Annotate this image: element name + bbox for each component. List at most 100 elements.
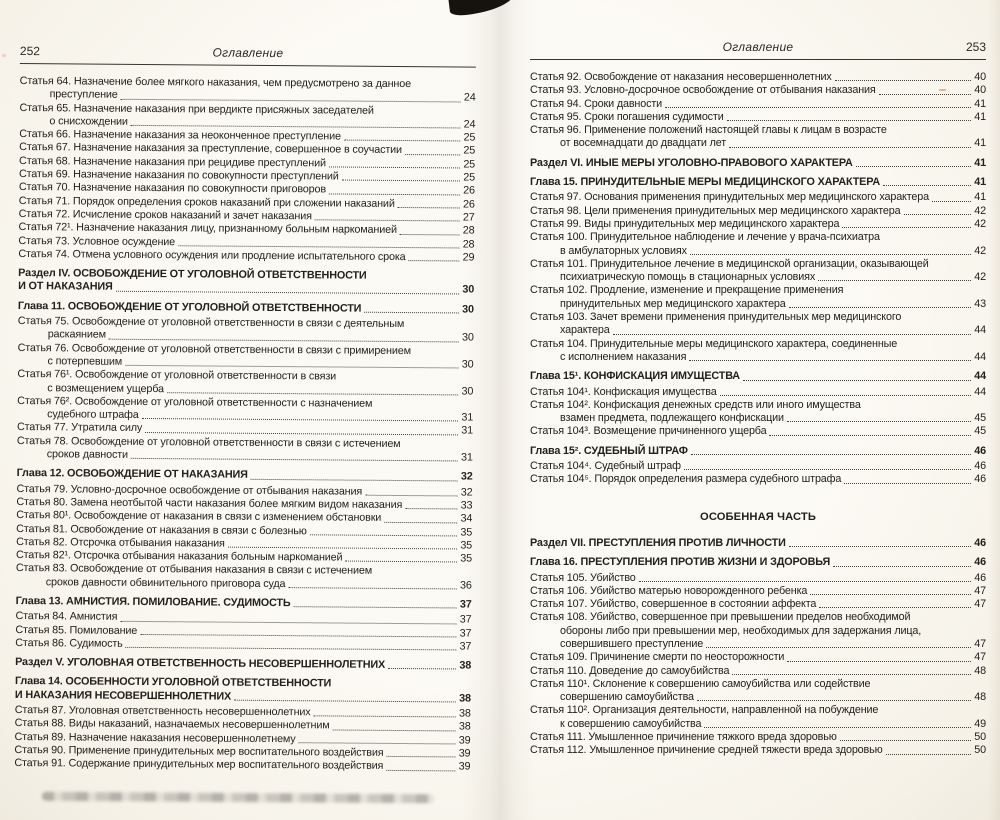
toc-line-text: взамен предмета, подлежащего конфискации	[560, 412, 784, 425]
toc-article-entry: Статья 104. Принудительные меры медицинс…	[530, 338, 986, 365]
dot-leader	[690, 454, 971, 456]
toc-page-ref: 32	[460, 486, 473, 499]
toc-line: Статья 94. Сроки давности 41	[530, 98, 986, 111]
toc-page-ref: 27	[462, 211, 475, 224]
toc-line: Раздел VII. ПРЕСТУПЛЕНИЯ ПРОТИВ ЛИЧНОСТИ…	[530, 537, 986, 550]
toc-article-entry: Статья 94. Сроки давности 41	[530, 98, 986, 111]
toc-line: Статья 104. Принудительные меры медицинс…	[530, 338, 986, 351]
toc-page-ref: 43	[974, 297, 986, 310]
toc-line-text: принудительных мер медицинского характер…	[560, 297, 786, 310]
dot-leader	[839, 740, 971, 742]
toc-line: Статья 105. Убийство 46	[530, 572, 986, 585]
dot-leader	[115, 290, 460, 295]
dot-leader	[683, 469, 971, 471]
toc-line-text: Статья 110¹. Склонение к совершению само…	[530, 677, 871, 690]
toc-article-entry: Статья 93. Условно-досрочное освобождени…	[530, 84, 986, 97]
toc-article-entry: Статья 104⁵. Порядок определения размера…	[530, 473, 986, 486]
toc-section-entry: Раздел V. УГОЛОВНАЯ ОТВЕТСТВЕННОСТЬ НЕСО…	[15, 656, 471, 673]
toc-article-entry: Статья 95. Сроки погашения судимости 41	[530, 111, 986, 124]
toc-line-text: Статья 95. Сроки погашения судимости	[530, 110, 724, 123]
dot-leader	[332, 729, 456, 732]
toc-page-ref: 41	[974, 97, 986, 110]
dot-leader	[345, 560, 457, 563]
dot-leader	[742, 379, 971, 381]
dot-leader	[125, 365, 459, 369]
toc-page-ref: 42	[974, 217, 986, 230]
toc-line-text: Статья 96. Применение положений настояще…	[530, 124, 887, 137]
toc-line-text: Статья 104¹. Конфискация имущества	[530, 385, 717, 398]
toc-line: И ОТ НАКАЗАНИЯ 30	[18, 280, 474, 297]
toc-line-text: Статья 74. Отмена условного осуждения ил…	[18, 247, 406, 263]
toc-line-text: Статья 109. Причинение смерти по неостор…	[530, 651, 785, 664]
toc-page-ref: 39	[458, 734, 471, 747]
toc-line-text: с возмещением ущерба	[47, 381, 164, 395]
toc-line-text: Статья 100. Принудительное наблюдение и …	[530, 231, 880, 244]
toc-section-entry: Глава 13. АМНИСТИЯ. ПОМИЛОВАНИЕ. СУДИМОС…	[16, 595, 472, 612]
toc-line-text: раскаянием	[47, 328, 106, 342]
toc-section-entry: Глава 11. ОСВОБОЖДЕНИЕ ОТ УГОЛОВНОЙ ОТВЕ…	[18, 300, 474, 317]
dot-leader	[388, 668, 457, 670]
toc-line-text: сроков давности обвинительного приговора…	[45, 575, 286, 590]
toc-page-ref: 37	[459, 640, 472, 653]
toc-line: Статья 111. Умышленное причинение тяжког…	[530, 731, 986, 744]
toc-line-text: характера	[560, 324, 610, 337]
dot-leader	[120, 98, 461, 103]
toc-section-entry: Глава 15¹. КОНФИСКАЦИЯ ИМУЩЕСТВА 44	[530, 370, 986, 383]
toc-page-ref: 31	[461, 424, 474, 437]
toc-article-entry: Статья 64. Назначение более мягкого нака…	[20, 75, 476, 105]
part-heading: ОСОБЕННАЯ ЧАСТЬ	[530, 511, 986, 524]
toc-page-ref: 46	[974, 473, 986, 486]
toc-section-entry: Раздел VII. ПРЕСТУПЛЕНИЯ ПРОТИВ ЛИЧНОСТИ…	[530, 537, 986, 550]
toc-page-ref: 41	[974, 176, 986, 189]
toc-line-text: с потерпевшим	[47, 355, 123, 368]
toc-line-text: Глава 15². СУДЕБНЫЙ ШТРАФ	[530, 444, 688, 457]
toc-article-entry: Статья 106. Убийство матерью новорожденн…	[530, 585, 986, 598]
toc-line-text: Статья 112. Умышленное причинение средне…	[530, 744, 883, 757]
dot-leader	[882, 185, 971, 187]
toc-line: характера 44	[530, 324, 986, 337]
dot-leader	[313, 715, 456, 718]
toc-section-entry: Глава 16. ПРЕСТУПЛЕНИЯ ПРОТИВ ЖИЗНИ И ЗД…	[530, 556, 986, 569]
toc-page-ref: 24	[463, 91, 476, 104]
dot-leader	[878, 93, 971, 95]
toc-article-entry: Статья 112. Умышленное причинение средне…	[530, 744, 986, 757]
toc-page-ref: 29	[462, 251, 475, 264]
toc-page-ref: 37	[459, 627, 472, 640]
toc-line-text: Раздел VI. ИНЫЕ МЕРЫ УГОЛОВНО-ПРАВОВОГО …	[530, 156, 853, 169]
toc-page-ref: 34	[460, 512, 473, 525]
toc-line: ОСОБЕННАЯ ЧАСТЬ	[530, 511, 986, 524]
toc-line-text: Глава 15. ПРИНУДИТЕЛЬНЫЕ МЕРЫ МЕДИЦИНСКО…	[530, 176, 880, 189]
toc-line: Статья 108. Убийство, совершенное при пр…	[530, 611, 986, 624]
toc-page-ref: 30	[462, 283, 475, 297]
toc-line: к совершению самоубийства 49	[530, 718, 986, 731]
toc-line: Статья 107. Убийство, совершенное в сост…	[530, 598, 986, 611]
toc-page-ref: 36	[459, 579, 472, 592]
toc-line: Статья 104². Конфискация денежных средст…	[530, 399, 986, 412]
page-left: 252 Оглавление Статья 64. Назначение бол…	[14, 44, 476, 774]
toc-line-text: Глава 15¹. КОНФИСКАЦИЯ ИМУЩЕСТВА	[530, 370, 740, 383]
toc-line: Статья 74. Отмена условного осуждения ил…	[18, 248, 474, 265]
dot-leader	[732, 673, 971, 675]
dot-leader	[309, 534, 458, 537]
toc-line: с исполнением наказания 44	[530, 351, 986, 364]
toc-page-ref: 47	[974, 598, 986, 611]
toc-line-text: Статья 111. Умышленное причинение тяжког…	[530, 731, 837, 744]
toc-page-ref: 25	[463, 131, 476, 144]
page-edge-shade	[988, 0, 1000, 820]
toc-page-ref: 45	[974, 425, 986, 438]
toc-article-entry: Статья 103. Зачет времени применения при…	[530, 311, 986, 338]
toc-article-entry: Статья 96. Применение положений настояще…	[530, 124, 986, 151]
toc-line: Глава 12. ОСВОБОЖДЕНИЕ ОТ НАКАЗАНИЯ 32	[17, 467, 473, 484]
toc-section-entry: Глава 12. ОСВОБОЖДЕНИЕ ОТ НАКАЗАНИЯ 32	[17, 467, 473, 484]
toc-page-ref: 39	[458, 747, 471, 760]
toc-page-ref: 41	[974, 137, 986, 150]
toc-line-text: сроков давности	[46, 448, 128, 461]
toc-line: Глава 15. ПРИНУДИТЕЛЬНЫЕ МЕРЫ МЕДИЦИНСКО…	[530, 176, 986, 189]
toc-line-text: психиатрическую помощь в стационарных ус…	[560, 271, 816, 284]
toc-line-text: в амбулаторных условиях	[560, 244, 687, 257]
toc-article-entry: Статья 109. Причинение смерти по неостор…	[530, 651, 986, 664]
toc-page-ref: 44	[974, 385, 986, 398]
toc-article-entry: Статья 102. Продление, изменение и прекр…	[530, 284, 986, 311]
toc-line: Статья 98. Цели применения принудительны…	[530, 205, 986, 218]
dot-leader	[397, 206, 460, 209]
